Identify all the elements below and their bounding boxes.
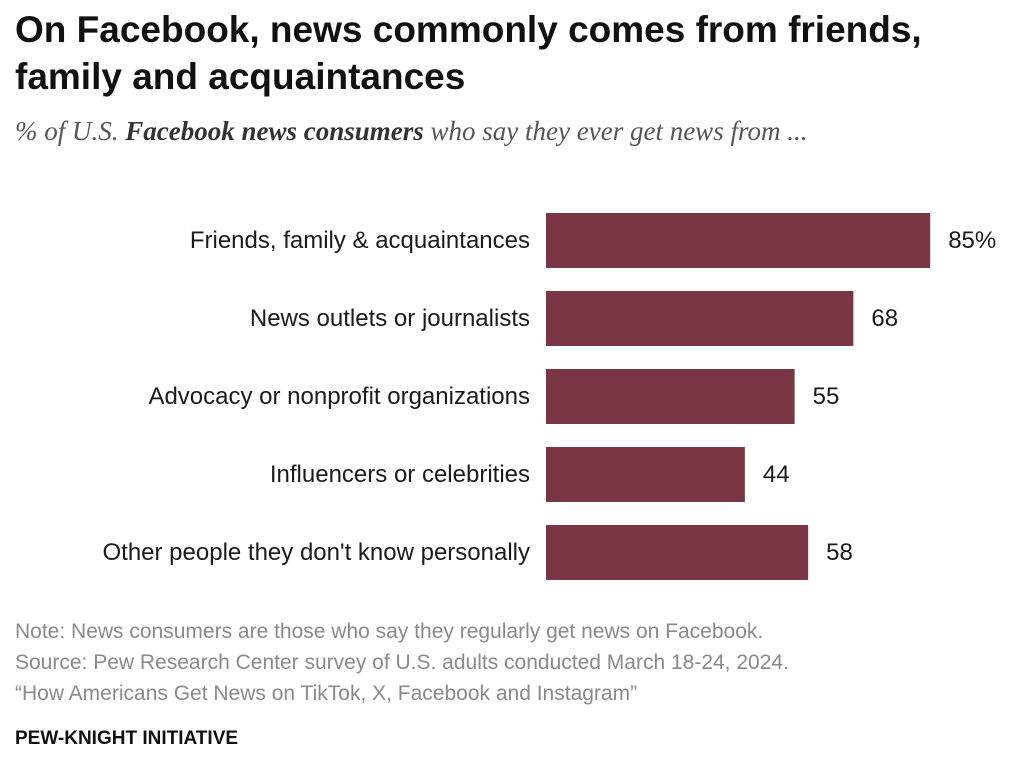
value-label: 44 xyxy=(763,461,790,488)
bar-chart: Friends, family & acquaintances 85% News o… xyxy=(102,213,996,580)
bar xyxy=(546,369,795,424)
chart-notes: Note: News consumers are those who say t… xyxy=(15,616,789,709)
subtitle-suffix: who say they ever get news from ... xyxy=(423,116,808,146)
bar xyxy=(546,291,854,346)
category-label: Friends, family & acquaintances xyxy=(190,227,530,254)
source-text: Source: Pew Research Center survey of U.… xyxy=(15,651,789,674)
value-label: 58 xyxy=(826,539,853,566)
value-label: 68 xyxy=(871,305,898,332)
category-label: Advocacy or nonprofit organizations xyxy=(148,383,530,410)
bar xyxy=(546,213,931,268)
subtitle-emphasis: Facebook news consumers xyxy=(125,116,424,146)
category-label: News outlets or journalists xyxy=(250,305,530,332)
brand-logo-text: PEW-KNIGHT INITIATIVE xyxy=(15,728,239,749)
category-label: Other people they don't know personally xyxy=(102,539,530,566)
bar xyxy=(546,447,745,502)
chart-title: On Facebook, news commonly comes from fr… xyxy=(15,9,922,97)
value-label: 55 xyxy=(813,383,840,410)
report-title: “How Americans Get News on TikTok, X, Fa… xyxy=(15,682,638,705)
bar xyxy=(546,525,809,580)
chart-subtitle: % of U.S. Facebook news consumers who sa… xyxy=(15,116,807,147)
category-label: Influencers or celebrities xyxy=(270,461,530,488)
subtitle-prefix: % of U.S. xyxy=(15,116,126,146)
value-label: 85% xyxy=(948,227,996,254)
note-text: Note: News consumers are those who say t… xyxy=(15,620,764,643)
